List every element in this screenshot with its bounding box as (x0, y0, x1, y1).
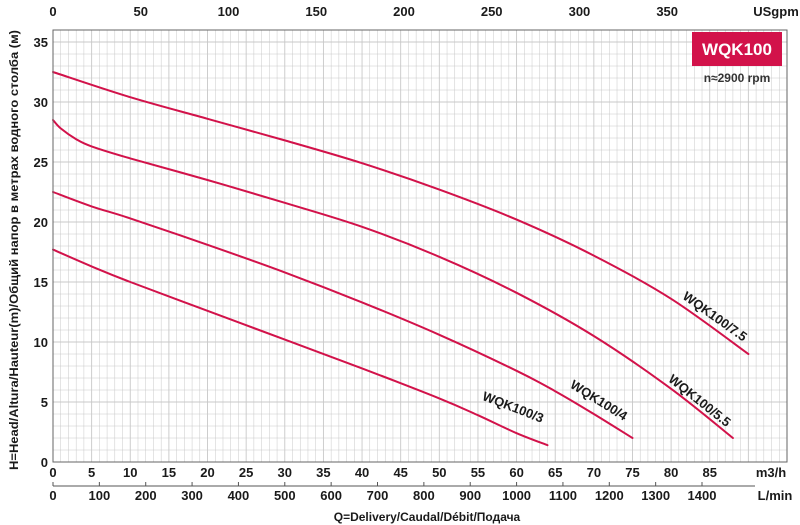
speed-label: n≈2900 rpm (704, 71, 771, 85)
curve-label: WQK100/5.5 (666, 371, 734, 430)
x-tick-label: 55 (471, 465, 485, 480)
x-tick-label: 85 (703, 465, 717, 480)
x-tick-label: 70 (587, 465, 601, 480)
head-axis: 0 5 10 15 20 25 30 35 (34, 35, 48, 470)
model-badge (692, 32, 782, 66)
y-tick-label: 0 (41, 455, 48, 470)
model-badge-title: WQK100 (702, 40, 772, 59)
plot-frame (52, 29, 788, 463)
usgpm-tick-label: 250 (481, 4, 503, 19)
x-tick-label: 80 (664, 465, 678, 480)
x-tick-label: 65 (548, 465, 562, 480)
x-tick-label: 30 (278, 465, 292, 480)
usgpm-tick-label: 300 (569, 4, 591, 19)
lpm-tick-label: 700 (367, 488, 389, 503)
x-tick-label: 0 (49, 465, 56, 480)
y-tick-label: 30 (34, 95, 48, 110)
y-tick-label: 15 (34, 275, 48, 290)
lpm-tick-label: 800 (413, 488, 435, 503)
lpm-tick-label: 1400 (688, 488, 717, 503)
curve-label: WQK100/7.5 (680, 288, 750, 344)
usgpm-tick-label: 350 (656, 4, 678, 19)
usgpm-tick-label: 0 (49, 4, 56, 19)
x-tick-label: 75 (625, 465, 639, 480)
usgpm-tick-label: 50 (134, 4, 148, 19)
x-tick-label: 45 (393, 465, 407, 480)
x-tick-label: 10 (123, 465, 137, 480)
x-tick-label: 50 (432, 465, 446, 480)
usgpm-tick-label: 200 (393, 4, 415, 19)
lpm-tick-label: 600 (320, 488, 342, 503)
usgpm-unit-label: USgpm (753, 4, 799, 19)
lpm-tick-label: 1200 (595, 488, 624, 503)
usgpm-axis: 0 50 100 150 200 250 300 350 (49, 4, 678, 19)
lpm-tick-label: 500 (274, 488, 296, 503)
lpm-unit-label: L/min (758, 488, 793, 503)
usgpm-tick-label: 100 (218, 4, 240, 19)
x-axis-title: Q=Delivery/Caudal/Débit/Подача (334, 510, 521, 524)
usgpm-tick-label: 150 (305, 4, 327, 19)
lpm-tick-label: 900 (459, 488, 481, 503)
y-tick-label: 10 (34, 335, 48, 350)
lpm-tick-label: 100 (89, 488, 111, 503)
lpm-tick-label: 300 (181, 488, 203, 503)
m3h-unit-label: m3/h (756, 465, 786, 480)
lpm-tick-label: 0 (49, 488, 56, 503)
grid (53, 30, 787, 462)
lpm-tick-label: 1100 (549, 488, 577, 503)
lpm-tick-label: 200 (135, 488, 157, 503)
curve-wqk100-3 (52, 248, 549, 447)
m3h-axis: 0 5 10 15 20 25 30 35 40 45 50 55 60 65 70 75 80 85 (49, 465, 717, 480)
y-axis-title: H=Head/Altura/Hauteur(m)/Общий напор в м… (7, 30, 21, 470)
performance-curves (52, 71, 750, 447)
y-tick-label: 25 (34, 155, 48, 170)
curve-wqk100-5-5 (52, 119, 734, 439)
lpm-tick-label: 400 (228, 488, 250, 503)
lpm-tick-label: 1000 (502, 488, 531, 503)
x-tick-label: 15 (162, 465, 176, 480)
x-tick-label: 40 (355, 465, 369, 480)
y-tick-label: 20 (34, 215, 48, 230)
lpm-axis: 0 100 200 300 400 500 600 700 800 900 1000 1100 1200… (49, 482, 755, 503)
x-tick-label: 25 (239, 465, 253, 480)
x-tick-label: 35 (316, 465, 330, 480)
y-tick-label: 5 (41, 395, 48, 410)
x-tick-label: 5 (88, 465, 95, 480)
x-tick-label: 60 (509, 465, 523, 480)
lpm-tick-label: 1300 (641, 488, 670, 503)
x-tick-label: 20 (200, 465, 214, 480)
curve-wqk100-7-5 (52, 71, 750, 355)
y-tick-label: 35 (34, 35, 48, 50)
curve-wqk100-4 (52, 191, 634, 439)
